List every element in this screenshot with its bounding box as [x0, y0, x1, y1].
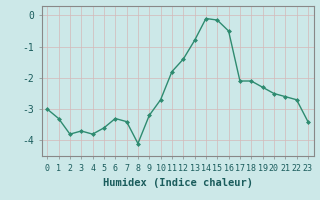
X-axis label: Humidex (Indice chaleur): Humidex (Indice chaleur) — [103, 178, 252, 188]
